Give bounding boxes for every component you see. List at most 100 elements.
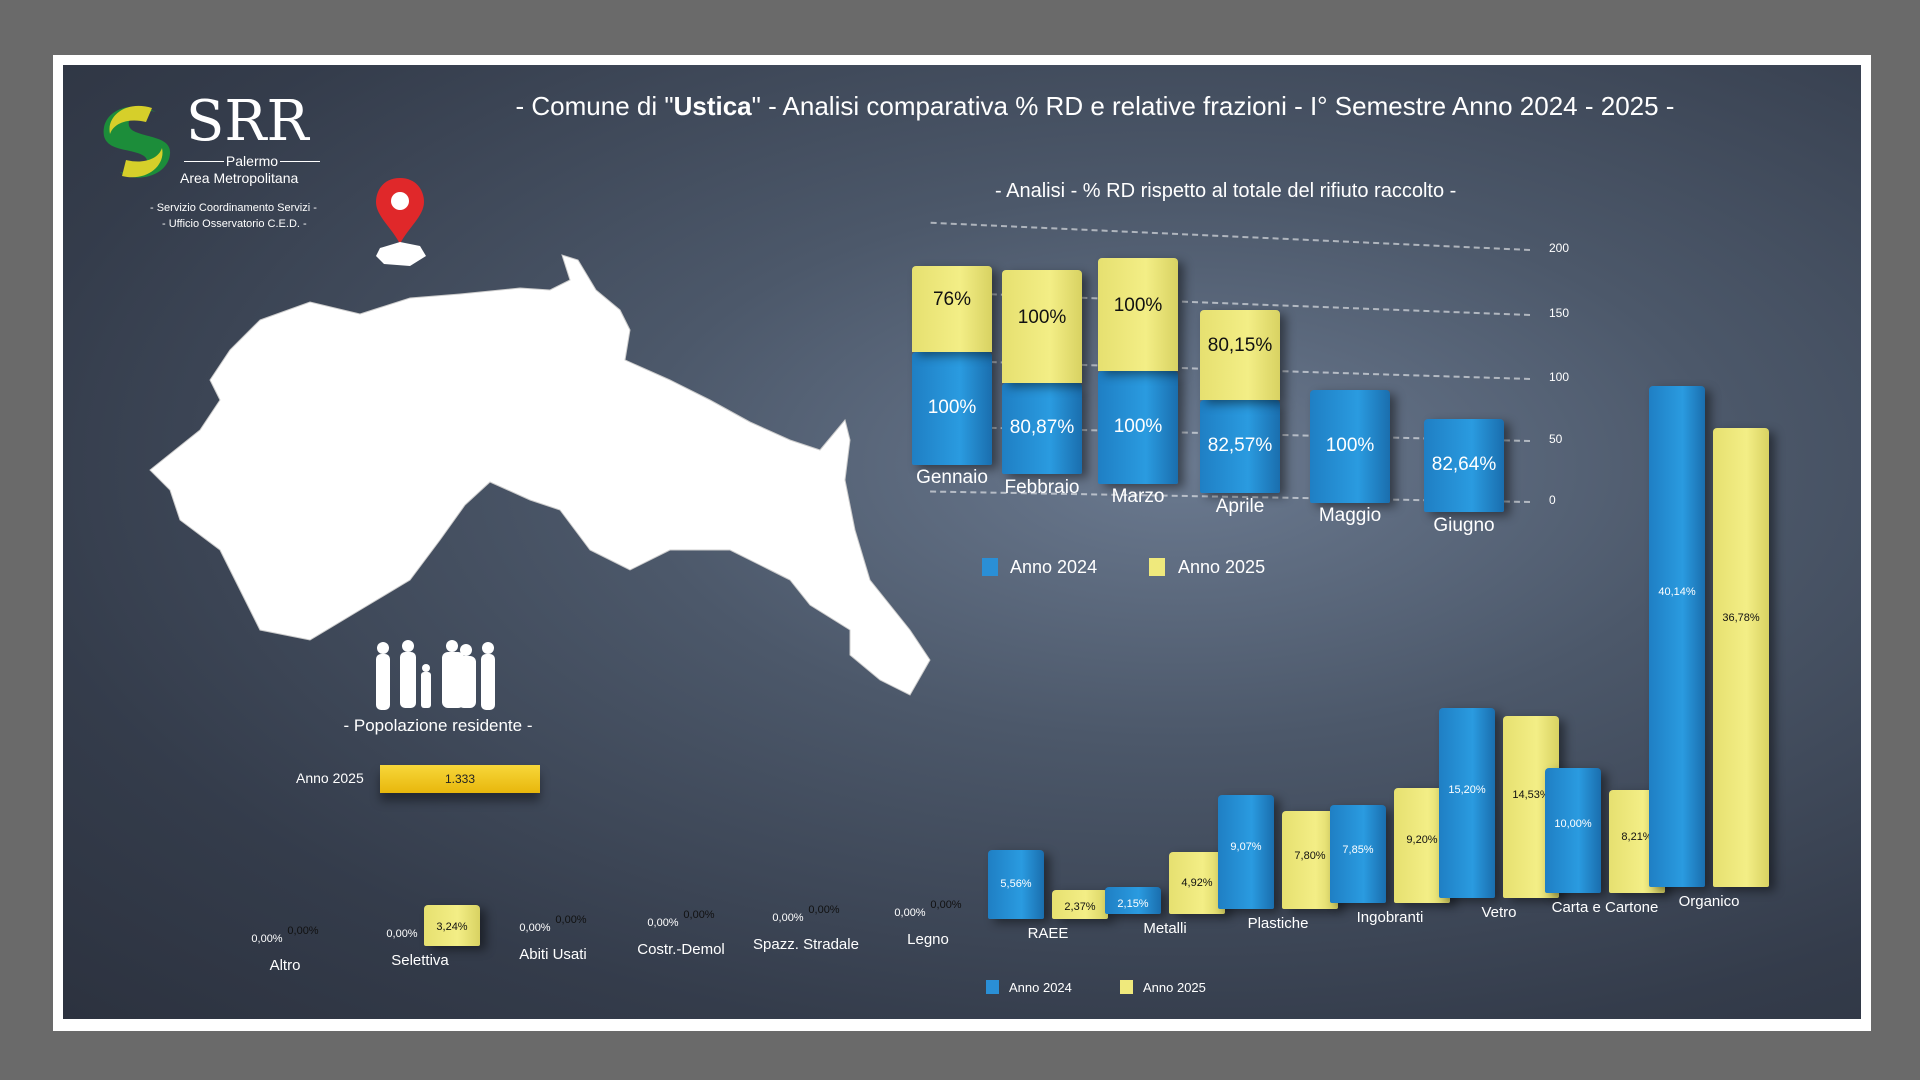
data-label-2025: 100%: [1017, 306, 1067, 328]
data-label-2025: 36,78%: [1722, 611, 1760, 624]
population-title: - Popolazione residente -: [343, 716, 533, 735]
population-value: 1.333: [444, 772, 476, 786]
category-label: Altro: [269, 957, 301, 974]
bar-2024: [1200, 400, 1280, 494]
population-year-label: Anno 2025: [296, 770, 364, 786]
data-label-2025: 100%: [1113, 294, 1163, 316]
y-tick-label: 0: [1549, 493, 1556, 507]
srr-logo-icon: [103, 105, 171, 178]
data-label-2025: 0,00%: [287, 925, 319, 937]
logo-rule-right: [280, 161, 320, 162]
office-line-1: - Servizio Coordinamento Servizi -: [150, 202, 317, 214]
bar-2024: [1218, 795, 1274, 909]
y-tick-label: 150: [1549, 306, 1570, 320]
bar-2025: [1052, 889, 1108, 920]
data-label-2024: 9,07%: [1230, 840, 1262, 853]
y-tick-label: 200: [1549, 241, 1570, 255]
bar-2024: [1310, 390, 1390, 503]
data-label-2025: 3,24%: [436, 921, 468, 934]
legend2-label-2024: Anno 2024: [1009, 980, 1072, 995]
category-label: Febbraio: [1004, 476, 1080, 498]
data-label-2024: 0,00%: [251, 933, 283, 945]
logo-area: Area Metropolitana: [180, 170, 299, 186]
category-label: Abiti Usati: [519, 946, 587, 964]
category-label: Legno: [907, 930, 949, 948]
bar-2024: [1002, 383, 1082, 475]
legend-label-2025: Anno 2025: [1178, 557, 1266, 577]
logo-rule-left: [184, 161, 224, 162]
y-tick-label: 50: [1549, 432, 1563, 446]
data-label-2025: 8,21%: [1621, 831, 1653, 844]
data-label-2025: 0,00%: [555, 914, 587, 927]
office-line-2: - Ufficio Osservatorio C.E.D. -: [162, 218, 307, 230]
data-label-2024: 7,85%: [1342, 844, 1374, 857]
data-label-2025: 76%: [932, 289, 972, 311]
palermo-province-map: [149, 254, 931, 696]
bar-2025: [1713, 427, 1769, 888]
data-label-2025: 0,00%: [683, 909, 715, 922]
data-label-2025: 0,00%: [808, 903, 840, 916]
data-label-2024: 15,20%: [1448, 784, 1486, 796]
legend2-swatch-2025: [1120, 980, 1133, 994]
bar-2025: [1282, 811, 1338, 909]
data-label-2024: 5,56%: [1000, 877, 1032, 890]
bar-2024: [1545, 767, 1601, 893]
data-label-2024: 0,00%: [772, 911, 804, 924]
category-label: Vetro: [1481, 904, 1517, 921]
data-label-2025: 7,80%: [1294, 850, 1326, 863]
data-label-2024: 82,57%: [1207, 434, 1273, 456]
category-label: Costr.-Demol: [637, 941, 725, 959]
category-label: Metalli: [1143, 919, 1187, 937]
data-label-2024: 100%: [1325, 434, 1375, 456]
data-label-2024: 40,14%: [1658, 586, 1696, 599]
category-label: Organico: [1678, 893, 1740, 911]
legend-swatch-2025: [1149, 558, 1165, 576]
y-tick-label: 100: [1549, 370, 1570, 384]
bar-2024: [1424, 419, 1504, 513]
data-label-2025: 9,20%: [1406, 834, 1438, 847]
page-title: - Comune di "Ustica" - Analisi comparati…: [515, 91, 1675, 121]
category-label: Maggio: [1318, 505, 1382, 526]
data-label-2024: 0,00%: [894, 906, 926, 919]
people-silhouette-icon: [376, 640, 495, 710]
data-label-2024: 10,00%: [1554, 817, 1592, 830]
bar-2025: [1169, 852, 1225, 914]
bar-2025: [912, 266, 992, 352]
category-label: Carta e Cartone: [1551, 898, 1659, 916]
bar-2024: [1649, 385, 1705, 888]
population-bar: 1.333: [380, 765, 540, 793]
category-label: Plastiche: [1247, 914, 1309, 932]
bar-2024: [1105, 887, 1161, 914]
bar-2025: [1002, 270, 1082, 384]
data-label-2024: 0,00%: [647, 917, 679, 930]
bar-2025: [1200, 309, 1280, 401]
bar-2024: [1330, 805, 1386, 904]
category-label: RAEE: [1027, 925, 1069, 943]
bar-2024: [1098, 371, 1178, 484]
bar-2024: [1439, 708, 1495, 898]
category-label: Aprile: [1215, 495, 1265, 517]
bar-2025: [1098, 258, 1178, 371]
data-label-2024: 80,87%: [1009, 416, 1075, 438]
data-label-2024: 0,00%: [386, 927, 418, 940]
data-label-2025: 80,15%: [1207, 334, 1273, 356]
chart1-title: - Analisi - % RD rispetto al totale del …: [995, 180, 1457, 202]
category-label: Ingobranti: [1356, 909, 1424, 927]
category-label: Giugno: [1433, 514, 1495, 536]
data-label-2025: 0,00%: [930, 898, 962, 911]
category-label: Marzo: [1111, 486, 1165, 507]
data-label-2024: 2,15%: [1117, 897, 1149, 910]
bar-2024: [912, 352, 992, 465]
logo-city: Palermo: [225, 153, 279, 169]
bar-2024: [988, 849, 1044, 920]
category-label: Spazz. Stradale: [753, 935, 859, 953]
location-pin-icon: [376, 178, 426, 266]
category-label: Selettiva: [391, 951, 449, 969]
logo-text: SRR: [186, 89, 309, 154]
data-label-2025: 14,53%: [1512, 789, 1550, 802]
category-label: Gennaio: [916, 467, 988, 488]
legend2-label-2025: Anno 2025: [1143, 980, 1206, 995]
legend-swatch-2024: [982, 558, 998, 576]
data-label-2024: 0,00%: [519, 922, 551, 935]
data-label-2024: 100%: [927, 396, 977, 418]
